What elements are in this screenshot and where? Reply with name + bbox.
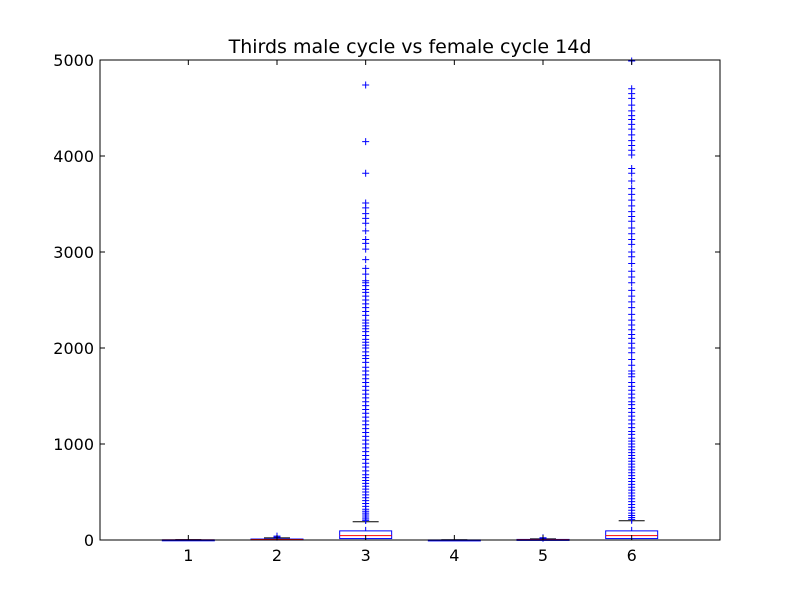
x-tick-label: 4 <box>449 546 459 565</box>
flier-point <box>628 151 636 159</box>
flier-point <box>628 349 636 357</box>
flier-point <box>362 138 370 146</box>
flier-point <box>362 270 370 278</box>
y-tick-label: 5000 <box>53 51 94 70</box>
flier-point <box>628 253 636 261</box>
y-tick-label: 2000 <box>53 339 94 358</box>
axes-frame <box>99 59 721 541</box>
plot-area <box>161 57 659 542</box>
y-tick-label: 0 <box>84 531 94 550</box>
flier-point <box>362 169 370 177</box>
flier-point <box>362 516 370 524</box>
flier-point <box>628 304 636 312</box>
flier-point <box>362 245 370 253</box>
x-tick-label: 5 <box>538 546 548 565</box>
flier-point <box>628 94 636 102</box>
flier-point <box>362 219 370 227</box>
y-axis: 0 1000 2000 3000 4000 5000 <box>53 51 720 550</box>
flier-point <box>628 240 636 248</box>
x-axis: 1 2 3 4 5 6 <box>183 60 637 565</box>
flier-point <box>628 260 636 268</box>
flier-point <box>628 515 636 523</box>
x-tick-label: 6 <box>627 546 637 565</box>
chart-title: Thirds male cycle vs female cycle 14d <box>228 36 592 58</box>
box-group-3 <box>339 81 393 541</box>
x-tick-label: 2 <box>272 546 282 565</box>
flier-point <box>628 217 636 225</box>
y-tick-label: 3000 <box>53 243 94 262</box>
flier-point <box>362 81 370 89</box>
flier-point <box>628 169 636 177</box>
x-tick-label: 3 <box>361 546 371 565</box>
box-group-6 <box>605 57 659 541</box>
flier-point <box>628 177 636 185</box>
flier-point <box>362 256 370 264</box>
y-tick-label: 1000 <box>53 435 94 454</box>
flier-point <box>362 227 370 235</box>
x-tick-label: 1 <box>183 546 193 565</box>
y-tick-label: 4000 <box>53 147 94 166</box>
flier-point <box>628 279 636 287</box>
